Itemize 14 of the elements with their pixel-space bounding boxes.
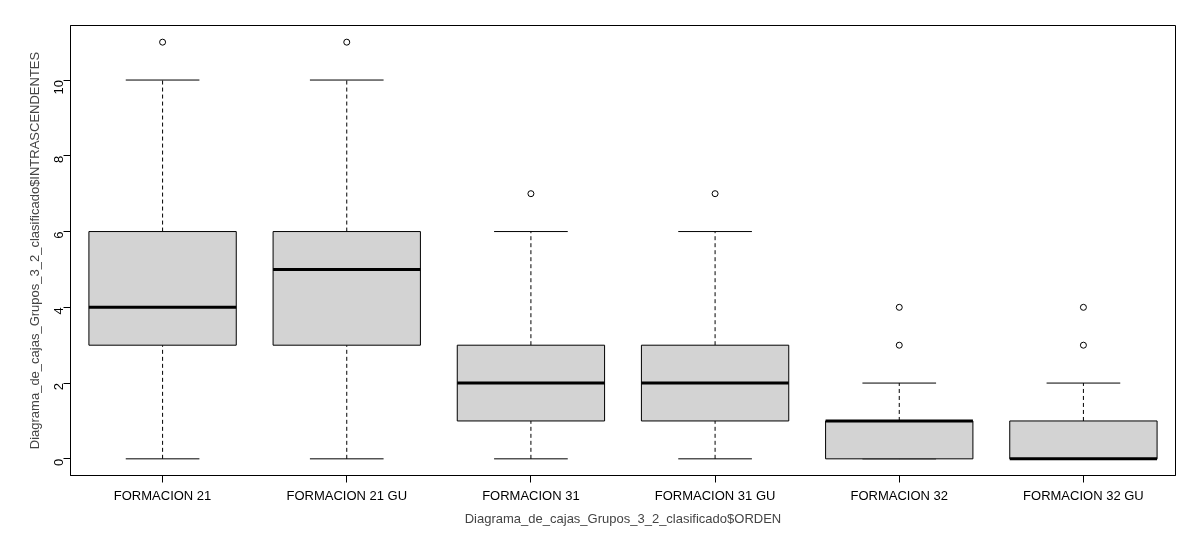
x-tick-label: FORMACION 32 GU: [1023, 487, 1144, 503]
y-tick-label: 0: [51, 458, 66, 467]
x-tick-label: FORMACION 21: [113, 487, 212, 503]
x-tick-label: FORMACION 32: [850, 487, 949, 503]
y-tick-label: 2: [51, 383, 66, 391]
y-tick-label: 10: [51, 80, 66, 95]
y-tick-label: 4: [51, 307, 66, 315]
x-tick-label: FORMACION 31 GU: [654, 487, 776, 503]
x-tick-label: FORMACION 21 GU: [286, 487, 408, 503]
y-tick-label: 6: [51, 231, 66, 239]
y-axis-title: Diagrama_de_cajas_Grupos_3_2_clasificado$INTRASCENDENTES: [26, 51, 42, 450]
x-axis-title: Diagrama_de_cajas_Grupos_3_2_clasificado$ORDEN: [464, 510, 782, 526]
y-tick-label: 8: [51, 155, 66, 164]
x-tick-label: FORMACION 31: [482, 487, 580, 503]
